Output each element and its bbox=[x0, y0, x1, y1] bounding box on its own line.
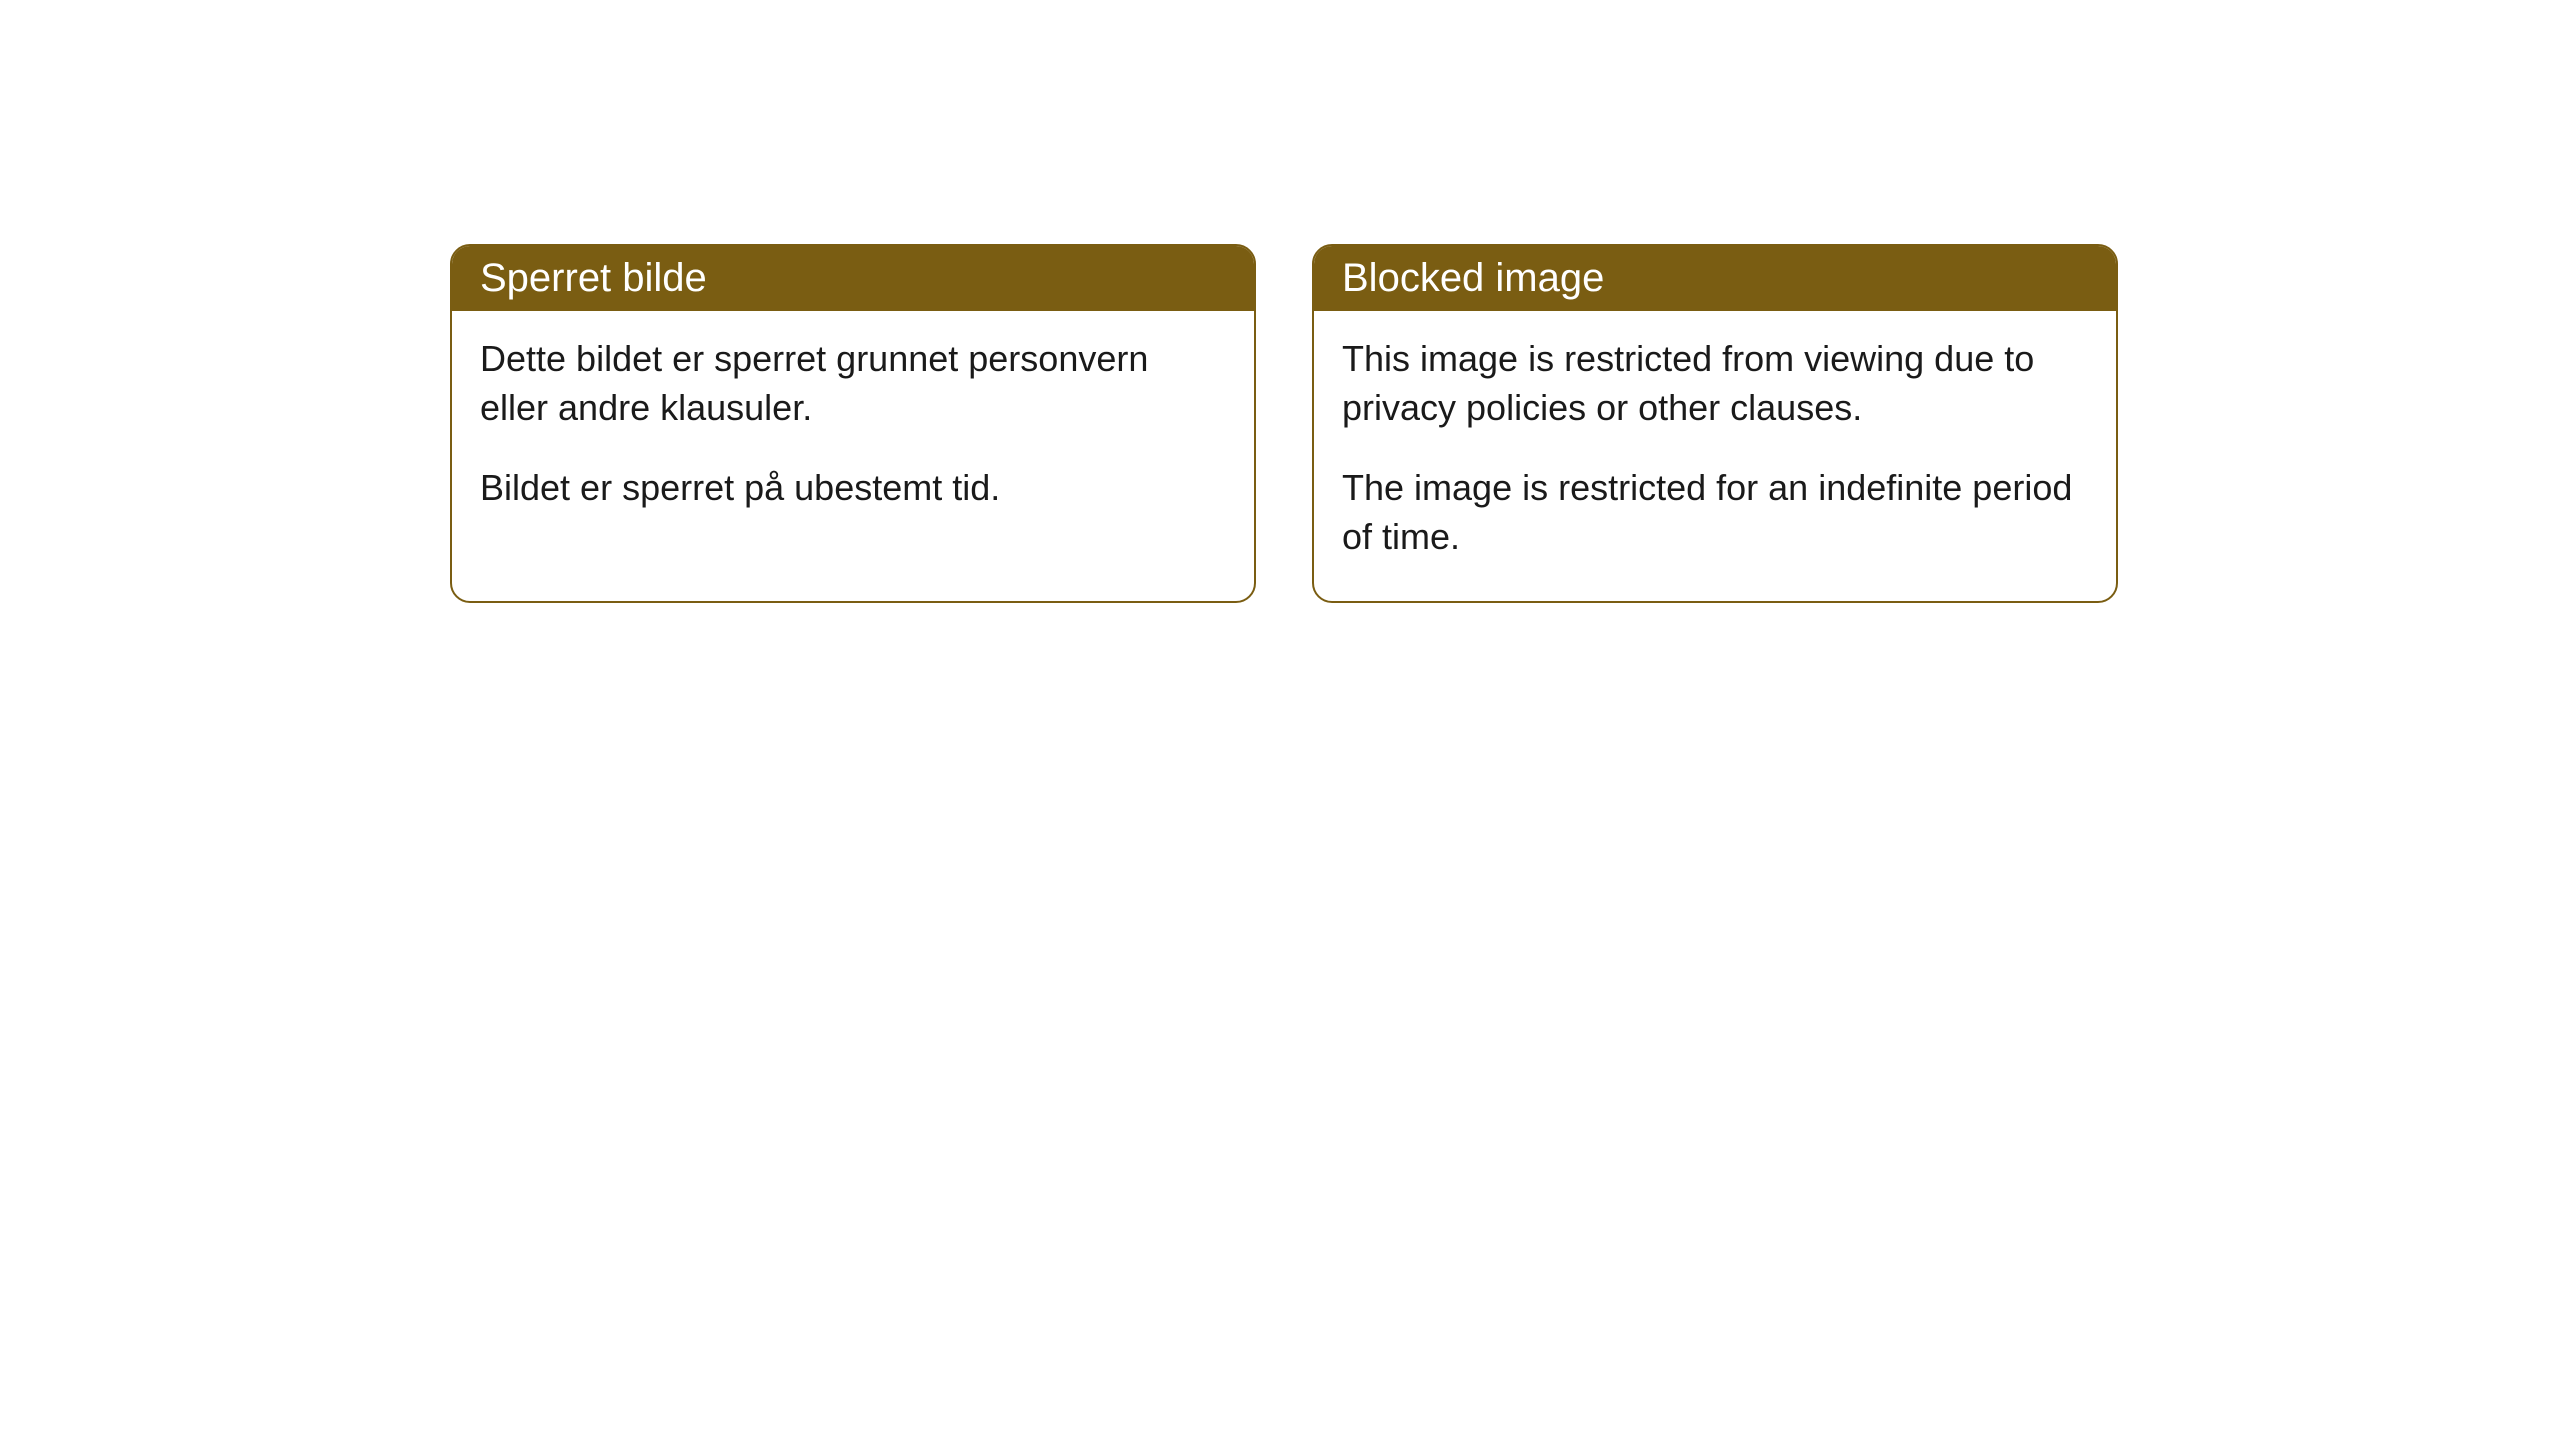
card-paragraph: The image is restricted for an indefinit… bbox=[1342, 464, 2088, 561]
cards-container: Sperret bilde Dette bildet er sperret gr… bbox=[450, 244, 2118, 603]
card-paragraph: Bildet er sperret på ubestemt tid. bbox=[480, 464, 1226, 513]
card-norwegian: Sperret bilde Dette bildet er sperret gr… bbox=[450, 244, 1256, 603]
card-english: Blocked image This image is restricted f… bbox=[1312, 244, 2118, 603]
card-paragraph: Dette bildet er sperret grunnet personve… bbox=[480, 335, 1226, 432]
card-body: Dette bildet er sperret grunnet personve… bbox=[452, 311, 1254, 553]
card-body: This image is restricted from viewing du… bbox=[1314, 311, 2116, 601]
card-paragraph: This image is restricted from viewing du… bbox=[1342, 335, 2088, 432]
card-header: Blocked image bbox=[1314, 246, 2116, 311]
card-header: Sperret bilde bbox=[452, 246, 1254, 311]
